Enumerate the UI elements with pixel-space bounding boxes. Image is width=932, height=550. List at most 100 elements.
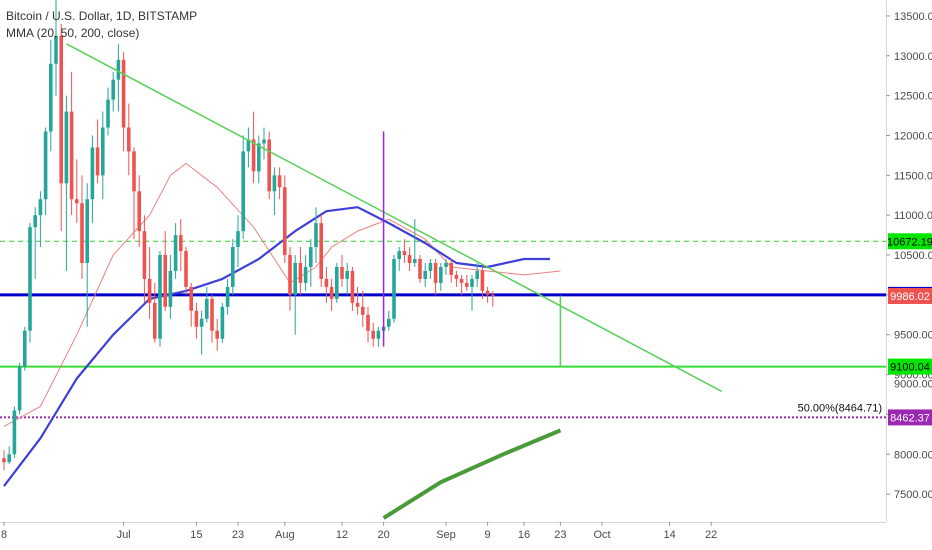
candle-body	[465, 282, 469, 287]
candle-body	[251, 139, 256, 172]
candle-body	[413, 259, 417, 263]
candle-body	[28, 227, 32, 331]
ytick-label: 7500.00	[894, 489, 932, 501]
candle-body	[407, 255, 412, 263]
candle-body	[418, 259, 422, 279]
candle-body	[397, 251, 401, 260]
horizontal-lines: 50.00%(8464.71)	[0, 240, 886, 419]
ytick-label: 10500.00	[894, 250, 932, 262]
candle-body	[7, 454, 11, 463]
candle-body	[246, 139, 251, 152]
candle-body	[220, 306, 225, 339]
candle-body	[69, 111, 74, 200]
candle-body	[85, 199, 89, 263]
candle-body	[189, 286, 193, 311]
price-axis: 7500.008000.008500.009000.009500.0010000…	[886, 0, 932, 550]
xtick-label: 14	[663, 529, 675, 541]
symbol-title: Bitcoin / U.S. Dollar, 1D, BITSTAMP	[6, 9, 198, 23]
candle-body	[106, 99, 110, 128]
candle-body	[288, 255, 292, 295]
candle-body	[475, 270, 479, 279]
candle-body	[267, 139, 271, 192]
candle-body	[101, 127, 105, 176]
xtick-label: 9	[485, 529, 491, 541]
xtick-label: 12	[336, 529, 348, 541]
candle-body	[303, 266, 308, 283]
candle-body	[423, 270, 427, 279]
candle-body	[95, 147, 100, 176]
candle-body	[335, 266, 339, 299]
candle-body	[225, 286, 230, 307]
candle-body	[314, 223, 318, 248]
price-badge-label: 9100.04	[890, 362, 930, 374]
candle-body	[376, 330, 381, 339]
candle-body	[236, 231, 240, 248]
ma-50-line	[3, 206, 550, 487]
candle-body	[215, 330, 219, 339]
candle-body	[485, 290, 490, 295]
candle-body	[309, 247, 313, 267]
candle-body	[147, 278, 152, 303]
candle-body	[262, 139, 266, 144]
time-axis: 8 Jul 15 23 Aug 12 20 Sep 9 16 23 Oct 14 22	[0, 522, 886, 541]
candle-body	[402, 251, 407, 256]
candle-body	[433, 262, 438, 283]
xtick-label: 15	[190, 529, 202, 541]
candle-body	[470, 278, 474, 287]
candle-body	[163, 255, 167, 307]
xtick-label: Sep	[436, 529, 456, 541]
candle-body	[54, 35, 58, 64]
candle-body	[132, 151, 136, 192]
ytick-label: 12000.00	[894, 130, 932, 142]
candle-body	[121, 59, 126, 128]
candle-body	[350, 270, 355, 303]
candle-body	[324, 278, 329, 287]
xtick-label: Aug	[275, 529, 295, 541]
candle-body	[75, 199, 79, 204]
ytick-label: 11000.00	[894, 210, 932, 222]
candle-body	[38, 199, 43, 216]
candle-body	[158, 255, 162, 339]
price-badge-label: 9986.02	[890, 291, 930, 303]
candle-body	[293, 262, 297, 295]
candle-body	[116, 59, 121, 80]
candle-body	[272, 175, 277, 192]
ytick-label: 11500.00	[894, 170, 932, 182]
candle-body	[23, 330, 27, 367]
price-badge-label: 8462.37	[890, 412, 930, 424]
candle-body	[459, 278, 464, 283]
candle-body	[355, 302, 360, 307]
chart-legend: Bitcoin / U.S. Dollar, 1D, BITSTAMP MMA …	[6, 8, 197, 42]
candle-body	[319, 223, 323, 279]
candle-body	[153, 302, 157, 339]
candle-body	[454, 274, 459, 279]
candle-body	[241, 151, 245, 232]
candle-body	[329, 286, 334, 299]
xtick-label: 23	[554, 529, 566, 541]
candle-body	[199, 318, 204, 327]
candle-body	[137, 191, 141, 232]
fib-level-label: 50.00%(8464.71)	[798, 402, 882, 414]
candle-body	[59, 35, 63, 184]
candle-body	[449, 262, 453, 275]
candle-body	[428, 262, 433, 271]
ytick-label: 12500.00	[894, 91, 932, 103]
candle-body	[491, 294, 495, 296]
candle-body	[2, 458, 6, 463]
candle-body	[387, 318, 391, 327]
candle-body	[283, 187, 287, 256]
xtick-label: 16	[518, 529, 530, 541]
ytick-label: 8000.00	[894, 449, 932, 461]
candle-body	[361, 306, 365, 315]
candle-body	[184, 251, 188, 287]
price-badge-10672.19	[888, 233, 932, 250]
candle-body	[168, 270, 173, 307]
candle-body	[43, 131, 48, 200]
candle-body	[257, 143, 261, 172]
candle-body	[179, 235, 183, 252]
candle-body	[345, 270, 349, 279]
candle-body	[142, 231, 147, 279]
candle-body	[277, 175, 282, 188]
candle-body	[480, 270, 485, 291]
